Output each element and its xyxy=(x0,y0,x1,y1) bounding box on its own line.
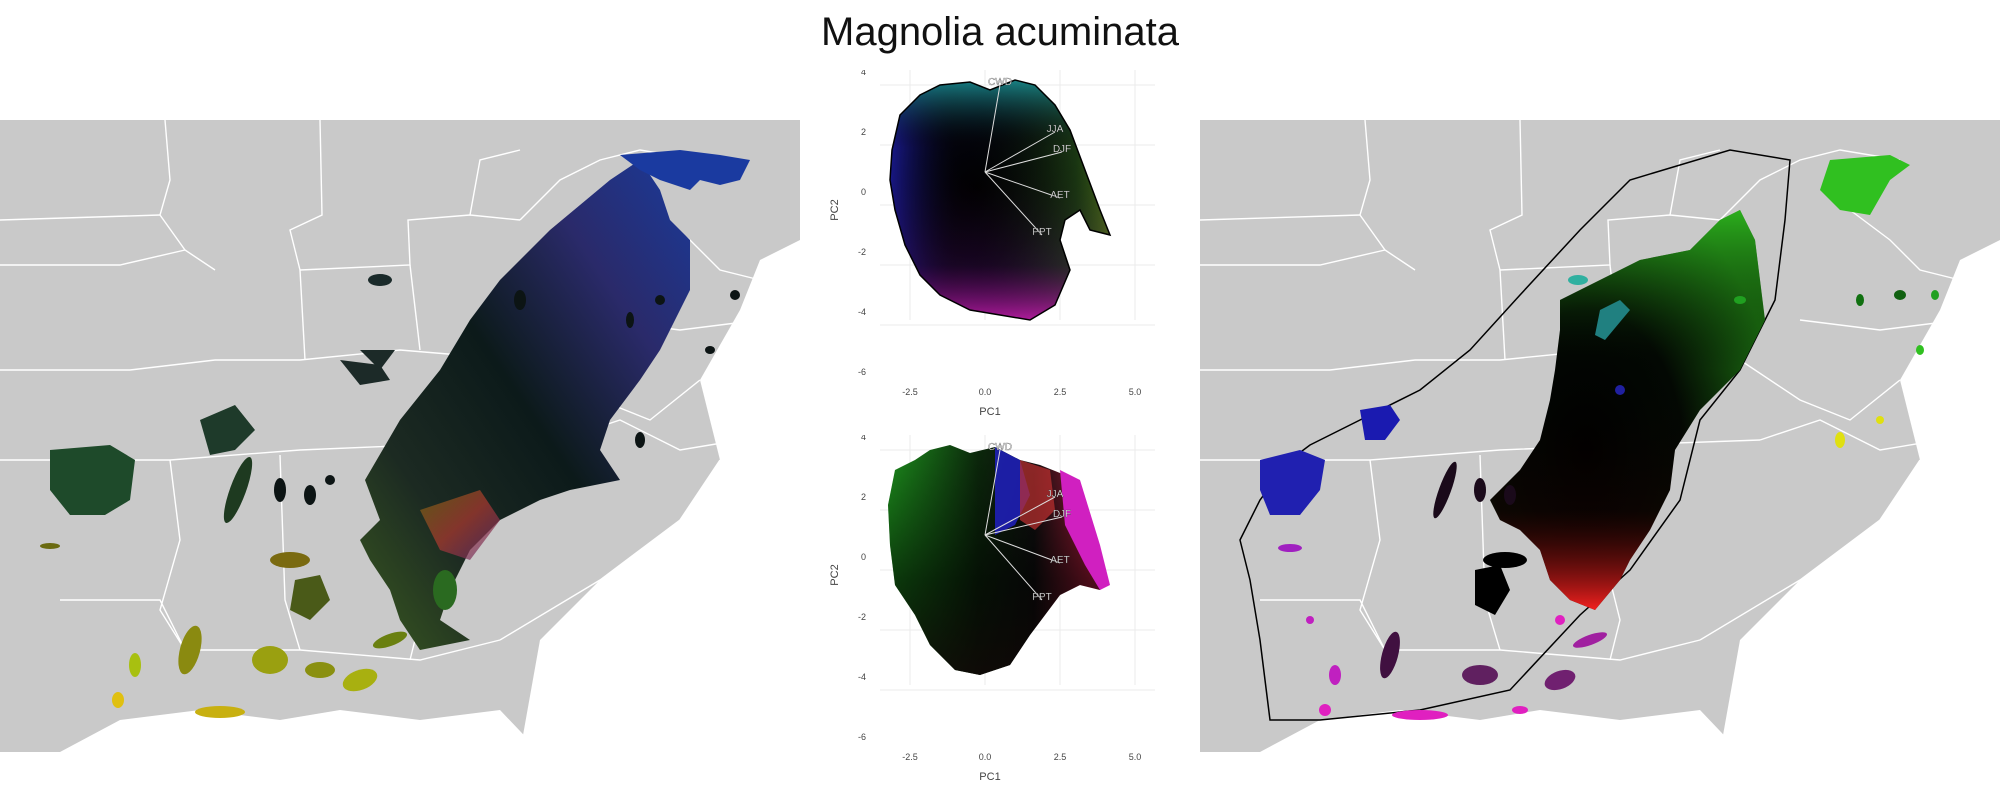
y-tick-label: -4 xyxy=(858,672,866,682)
range-outliers xyxy=(40,274,740,718)
range-northeast-patch xyxy=(620,150,750,190)
range-northeast-patch xyxy=(1820,155,1910,215)
x-tick-label: -2.5 xyxy=(902,752,918,762)
range-map-right-svg xyxy=(1200,120,2000,752)
gulf xyxy=(60,710,540,752)
y-tick-label: 4 xyxy=(861,70,866,77)
vector-label-cwd: CWD xyxy=(988,77,1012,88)
vector-label-jja: JJA xyxy=(1047,489,1064,500)
pca-plot-bottom: CWD JJA DJF AET PPT -2.5 0.0 2.5 5.0 4 2 0 -2 -4 -6 PC… xyxy=(820,432,1180,795)
figure-title: Magnolia acuminata xyxy=(821,10,1179,54)
y-tick-label: 4 xyxy=(861,435,866,442)
vector-label-djf: DJF xyxy=(1053,509,1071,520)
y-tick-label: -2 xyxy=(858,612,866,622)
vector-label-ppt: PPT xyxy=(1032,592,1051,603)
x-tick-label: 2.5 xyxy=(1054,752,1067,762)
pca-bottom-cloud xyxy=(888,445,1105,675)
vector-label-cwd: CWD xyxy=(988,442,1012,453)
y-tick-label: 2 xyxy=(861,127,866,137)
ocean xyxy=(520,240,800,752)
pca-plot-top-svg: CWD JJA DJF AET PPT -2.5 0.0 2.5 5.0 4 2 0 -2 -4 -6 PC… xyxy=(829,67,1155,418)
y-tick-label: 2 xyxy=(861,492,866,502)
y-tick-label: 0 xyxy=(861,187,866,197)
ocean xyxy=(1720,240,2000,752)
convex-hull-outline xyxy=(1239,149,1791,721)
y-tick-label: 0 xyxy=(861,552,866,562)
vector-label-djf: DJF xyxy=(1053,144,1071,155)
pca-top-vectors xyxy=(984,84,1063,236)
pca-bottom-vectors xyxy=(984,449,1063,601)
x-tick-label: -2.5 xyxy=(902,387,918,397)
range-map-left xyxy=(0,120,800,752)
x-tick-label: 0.0 xyxy=(979,752,992,762)
x-tick-label: 5.0 xyxy=(1129,752,1142,762)
y-axis-label: PC2 xyxy=(829,564,841,585)
gulf xyxy=(1260,710,1740,752)
x-tick-label: 2.5 xyxy=(1054,387,1067,397)
vector-label-aet: AET xyxy=(1050,555,1069,566)
vector-label-aet: AET xyxy=(1050,190,1069,201)
range-south-patch xyxy=(420,490,500,560)
x-tick-label: 0.0 xyxy=(979,387,992,397)
range-map-left-svg xyxy=(0,120,800,752)
y-tick-label: -2 xyxy=(858,247,866,257)
vector-label-jja: JJA xyxy=(1047,124,1064,135)
range-map-right xyxy=(1200,120,2000,752)
x-tick-label: 5.0 xyxy=(1129,387,1142,397)
y-axis-label: PC2 xyxy=(829,199,841,220)
range-outliers xyxy=(1260,275,1939,720)
pca-top-cloud xyxy=(890,80,1110,320)
pca-plot-bottom-svg: CWD JJA DJF AET PPT -2.5 0.0 2.5 5.0 4 2 0 -2 -4 -6 PC… xyxy=(829,432,1155,783)
y-tick-label: -4 xyxy=(858,307,866,317)
x-axis-label: PC1 xyxy=(979,771,1000,783)
vector-label-ppt: PPT xyxy=(1032,227,1051,238)
y-tick-label: -6 xyxy=(858,732,866,742)
y-tick-label: -6 xyxy=(858,367,866,377)
pca-plot-top: CWD JJA DJF AET PPT -2.5 0.0 2.5 5.0 4 2 0 -2 -4 -6 PC… xyxy=(820,67,1180,430)
x-axis-label: PC1 xyxy=(979,406,1000,418)
